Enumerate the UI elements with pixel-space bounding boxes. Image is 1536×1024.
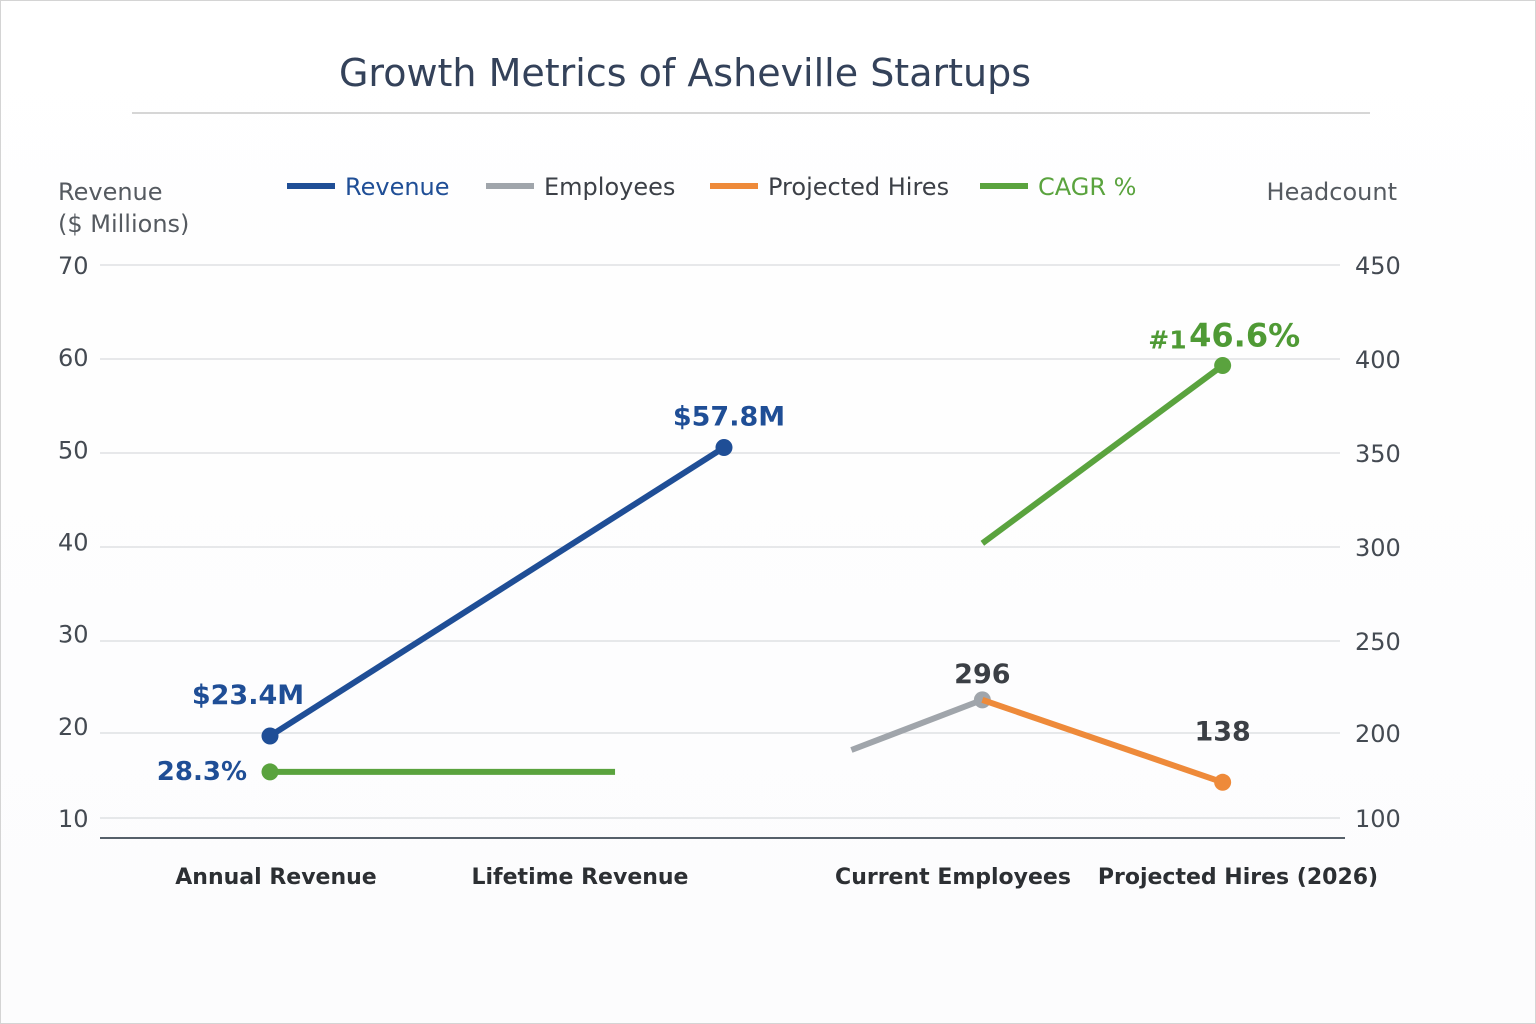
left-tick-label: 50 xyxy=(58,436,89,464)
left-tick-label: 20 xyxy=(58,713,89,741)
right-tick-label: 300 xyxy=(1355,534,1401,562)
category-label-lifetime-revenue: Lifetime Revenue xyxy=(472,865,689,890)
left-tick-label: 70 xyxy=(58,252,89,280)
left-axis-ticks: 10 20 30 40 50 60 70 xyxy=(58,252,89,833)
category-label-current-employees: Current Employees xyxy=(835,865,1071,890)
data-point-cagr xyxy=(1214,356,1232,374)
data-point-revenue xyxy=(715,438,733,456)
series-line-employees xyxy=(850,697,984,753)
gridlines xyxy=(100,264,1340,819)
data-label-cagr: 28.3% xyxy=(157,757,247,787)
data-label-employees: 296 xyxy=(954,659,1010,690)
right-tick-label: 100 xyxy=(1355,805,1401,833)
right-axis-title: Headcount xyxy=(1267,178,1397,206)
series-line-cagr xyxy=(980,363,1225,546)
data-point-revenue xyxy=(261,727,279,745)
left-tick-label: 10 xyxy=(58,805,89,833)
data-label-revenue: $23.4M xyxy=(192,680,304,711)
data-label-projected-hires: 138 xyxy=(1194,716,1250,747)
right-tick-label: 450 xyxy=(1355,252,1401,280)
chart-title: Growth Metrics of Asheville Startups xyxy=(339,51,1031,95)
left-tick-label: 60 xyxy=(58,344,89,372)
category-labels: Annual Revenue Lifetime Revenue Current Em… xyxy=(175,865,1378,890)
data-point-projected-hires xyxy=(1214,773,1232,791)
legend-label-cagr: CAGR % xyxy=(1038,173,1136,201)
right-tick-label: 350 xyxy=(1355,440,1401,468)
category-label-projected-hires-2026: Projected Hires (2026) xyxy=(1098,865,1378,890)
data-label-revenue: $57.8M xyxy=(673,401,785,432)
series-layer xyxy=(261,356,1232,791)
left-axis-title-line2: ($ Millions) xyxy=(58,210,189,238)
series-line-projected-hires xyxy=(981,697,1224,786)
rank-badge-label: #1 xyxy=(1148,325,1186,354)
data-point-cagr xyxy=(261,763,279,781)
legend-label-revenue: Revenue xyxy=(345,173,450,201)
right-tick-label: 200 xyxy=(1355,720,1401,748)
data-labels: $23.4M $57.8M 296 138 28.3% 46.6%#1 xyxy=(157,316,1300,786)
right-tick-label: 400 xyxy=(1355,346,1401,374)
legend: Revenue Employees Projected Hires CAGR % xyxy=(287,173,1136,201)
right-axis-ticks: 100 200 250 300 350 400 450 xyxy=(1355,252,1401,833)
left-tick-label: 30 xyxy=(58,621,89,649)
left-axis-title-line1: Revenue xyxy=(58,178,163,206)
right-tick-label: 250 xyxy=(1355,628,1401,656)
category-label-annual-revenue: Annual Revenue xyxy=(175,865,376,890)
legend-label-projected-hires: Projected Hires xyxy=(768,173,949,201)
legend-label-employees: Employees xyxy=(544,173,675,201)
data-label-cagr: 46.6% xyxy=(1189,316,1300,354)
left-tick-label: 40 xyxy=(58,529,89,557)
series-line-revenue xyxy=(268,444,726,739)
